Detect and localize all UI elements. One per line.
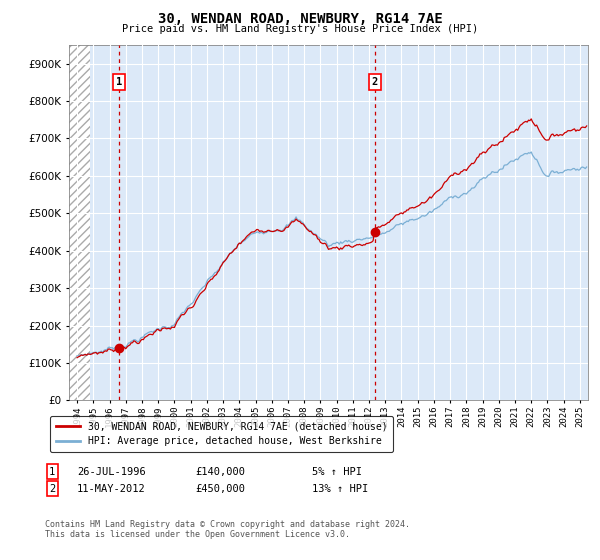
Text: Price paid vs. HM Land Registry's House Price Index (HPI): Price paid vs. HM Land Registry's House … bbox=[122, 24, 478, 34]
Text: 13% ↑ HPI: 13% ↑ HPI bbox=[312, 484, 368, 494]
Text: Contains HM Land Registry data © Crown copyright and database right 2024.
This d: Contains HM Land Registry data © Crown c… bbox=[45, 520, 410, 539]
Text: 30, WENDAN ROAD, NEWBURY, RG14 7AE: 30, WENDAN ROAD, NEWBURY, RG14 7AE bbox=[158, 12, 442, 26]
Text: 11-MAY-2012: 11-MAY-2012 bbox=[77, 484, 146, 494]
Text: £140,000: £140,000 bbox=[195, 466, 245, 477]
Text: £450,000: £450,000 bbox=[195, 484, 245, 494]
Text: 1: 1 bbox=[116, 77, 122, 87]
Text: 26-JUL-1996: 26-JUL-1996 bbox=[77, 466, 146, 477]
Text: 5% ↑ HPI: 5% ↑ HPI bbox=[312, 466, 362, 477]
Text: 2: 2 bbox=[49, 484, 55, 494]
Text: 1: 1 bbox=[49, 466, 55, 477]
Text: 2: 2 bbox=[372, 77, 378, 87]
Legend: 30, WENDAN ROAD, NEWBURY, RG14 7AE (detached house), HPI: Average price, detache: 30, WENDAN ROAD, NEWBURY, RG14 7AE (deta… bbox=[50, 416, 393, 452]
